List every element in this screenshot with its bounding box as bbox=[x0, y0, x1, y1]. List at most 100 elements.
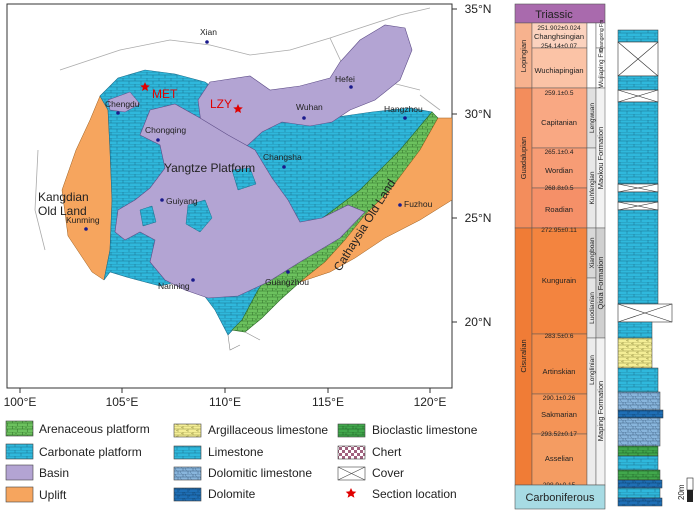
stage-label-capitanian: Capitanian bbox=[541, 118, 577, 127]
cover-block bbox=[618, 304, 672, 322]
city-dot-fuzhou bbox=[398, 203, 402, 207]
legend: Arenaceous platform Carbonate platform B… bbox=[6, 421, 478, 502]
city-dot-guiyang bbox=[160, 198, 164, 202]
legend-swatch-argillaceous bbox=[174, 424, 201, 437]
lithology-column bbox=[618, 30, 672, 506]
legend-label-dolomite: Dolomite bbox=[208, 487, 256, 501]
series-label-guadalupian: Guadalupian bbox=[519, 137, 528, 180]
label-kangdian-2: Old Land bbox=[38, 204, 87, 218]
city-label-chengdu: Chengdu bbox=[105, 99, 140, 109]
city-label-guiyang: Guiyang bbox=[166, 196, 198, 206]
city-dot-hefei bbox=[349, 85, 353, 89]
legend-swatch-limestone bbox=[174, 446, 201, 459]
legend-swatch-bioclastic bbox=[338, 424, 365, 437]
scale-bar: 20m bbox=[677, 478, 693, 502]
city-dot-xian bbox=[205, 40, 209, 44]
star-icon bbox=[346, 488, 357, 498]
legend-swatch-dolomitic-limestone bbox=[174, 467, 201, 480]
strat-chart: Triassic Lopingian Guadalupian Cisuralia… bbox=[515, 4, 693, 509]
legend-swatch-carbonate bbox=[6, 444, 33, 459]
stage-label-artinskian: Artinskian bbox=[543, 367, 576, 376]
age-283: 283.5±0.6 bbox=[545, 333, 574, 340]
formation-label-qixia: Qixia Formation bbox=[596, 257, 605, 310]
member-label-lengwuan: Lengwuan bbox=[589, 103, 596, 133]
member-lopingian bbox=[587, 23, 596, 88]
stage-label-kungurian: Kungurain bbox=[542, 276, 576, 285]
member-label-xiangboan: Xiangboan bbox=[589, 237, 596, 268]
cover-block bbox=[618, 90, 658, 102]
city-label-hefei: Hefei bbox=[335, 74, 355, 84]
legend-label-carbonate: Carbonate platform bbox=[39, 445, 142, 459]
legend-label-uplift: Uplift bbox=[39, 488, 67, 502]
city-label-wuhan: Wuhan bbox=[296, 102, 323, 112]
city-dot-chongqing bbox=[156, 138, 160, 142]
latitude-ticks bbox=[452, 9, 457, 322]
city-label-changsha: Changsha bbox=[263, 152, 302, 162]
age-259: 259.1±0.5 bbox=[545, 90, 574, 97]
series-label-cisuralian: Cisuralian bbox=[519, 339, 528, 372]
city-dot-nanning bbox=[191, 278, 195, 282]
label-yangtze-platform: Yangtze Platform bbox=[164, 161, 255, 175]
city-label-xian: Xian bbox=[200, 27, 217, 37]
formation-label-maping: Maping Formation bbox=[596, 381, 605, 441]
stage-label-roadian: Roadian bbox=[545, 205, 573, 214]
legend-label-basin: Basin bbox=[39, 466, 69, 480]
city-dot-changsha bbox=[282, 165, 286, 169]
stage-label-sakmarian: Sakmarian bbox=[541, 410, 577, 419]
lon-label-110: 110°E bbox=[209, 395, 241, 409]
carboniferous-label: Carboniferous bbox=[525, 492, 595, 504]
legend-swatch-uplift bbox=[6, 487, 33, 502]
age-268: 268.8±0.5 bbox=[545, 185, 574, 192]
lat-label-20: 20°N bbox=[465, 315, 492, 329]
city-dot-chengdu bbox=[116, 111, 120, 115]
cover-block bbox=[618, 202, 658, 210]
city-label-nanning: Nanning bbox=[158, 281, 190, 291]
longitude-ticks bbox=[20, 388, 430, 393]
lat-label-25: 25°N bbox=[465, 211, 492, 225]
legend-label-dolomitic-limestone: Dolomitic limestone bbox=[208, 466, 312, 480]
city-dot-hangzhou bbox=[403, 116, 407, 120]
map-panel: 35°N 30°N 25°N 20°N 100°E 105°E 110°E 11… bbox=[4, 2, 492, 409]
lat-label-35: 35°N bbox=[465, 2, 492, 16]
lon-label-105: 105°E bbox=[106, 395, 139, 409]
city-dot-kunming bbox=[84, 227, 88, 231]
stage-label-asselian: Asselian bbox=[545, 454, 573, 463]
formation-label-changxing: Changxing Fm bbox=[599, 20, 605, 53]
member-label-luodianian: Luodianian bbox=[589, 292, 596, 324]
age-293: 293.52±0.17 bbox=[541, 431, 577, 438]
city-label-chongqing: Chongqing bbox=[145, 125, 186, 135]
city-label-fuzhou: Fuzhou bbox=[404, 199, 433, 209]
legend-label-section-location: Section location bbox=[372, 487, 457, 501]
stage-label-wuchiapingian: Wuchiapingian bbox=[534, 66, 583, 75]
lon-label-115: 115°E bbox=[312, 395, 344, 409]
legend-swatch-chert bbox=[338, 446, 365, 459]
city-label-hangzhou: Hangzhou bbox=[384, 104, 423, 114]
scale-label: 20m bbox=[677, 484, 686, 500]
legend-label-limestone: Limestone bbox=[208, 445, 264, 459]
legend-swatch-basin bbox=[6, 465, 33, 480]
legend-label-bioclastic: Bioclastic limestone bbox=[372, 423, 478, 437]
triassic-label: Triassic bbox=[535, 9, 573, 21]
age-272: 272.95±0.11 bbox=[541, 227, 577, 234]
section-label-met: MET bbox=[152, 87, 178, 101]
lon-label-100: 100°E bbox=[4, 395, 37, 409]
member-label-kuhfengian: Kuhfengian bbox=[589, 171, 596, 204]
series-label-lopingian: Lopingian bbox=[519, 40, 528, 73]
lat-label-30: 30°N bbox=[465, 107, 492, 121]
formation-label-wujiaping: Wujiaping Fm bbox=[598, 48, 605, 88]
city-dot-wuhan bbox=[302, 116, 306, 120]
section-label-lzy: LZY bbox=[210, 97, 232, 111]
label-kangdian-1: Kangdian bbox=[38, 190, 89, 204]
age-265: 265.1±0.4 bbox=[545, 149, 574, 156]
legend-swatch-dolomite bbox=[174, 488, 201, 501]
legend-label-chert: Chert bbox=[372, 445, 402, 459]
member-label-longlinian: Longlinian bbox=[589, 355, 596, 385]
cover-block bbox=[618, 42, 658, 76]
legend-label-argillaceous: Argillaceous limestone bbox=[208, 423, 328, 437]
stage-label-wordian: Wordian bbox=[545, 166, 573, 175]
age-290: 290.1±0.26 bbox=[543, 395, 576, 402]
formation-label-maokou: Maokou Formation bbox=[596, 127, 605, 190]
city-label-guangzhou: Guangzhou bbox=[265, 277, 309, 287]
legend-label-arenaceous: Arenaceous platform bbox=[39, 422, 150, 436]
